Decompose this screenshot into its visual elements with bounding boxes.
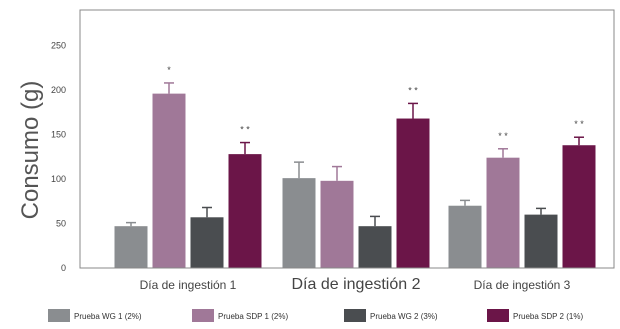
significance-marker: * * <box>408 85 418 95</box>
legend-swatch <box>48 309 70 322</box>
y-tick-label: 0 <box>61 263 66 273</box>
y-tick-label: 100 <box>51 174 66 184</box>
bars-group <box>114 82 596 268</box>
y-axis-ticks: 0 50 100 150 200 250 <box>51 41 66 273</box>
legend-label: Prueba WG 1 (2%) <box>74 312 142 321</box>
significance-marker: * * <box>240 125 250 135</box>
y-tick-label: 250 <box>51 41 66 51</box>
legend: Prueba WG 1 (2%) Prueba SDP 1 (2%) Prueba … <box>48 309 583 322</box>
bar <box>524 214 558 268</box>
y-axis-title: Consumo (g) <box>17 81 44 220</box>
significance-marker: * <box>167 65 171 75</box>
bar <box>114 226 148 268</box>
legend-swatch <box>192 309 214 322</box>
significance-marker: * * <box>574 119 584 129</box>
legend-label: Prueba SDP 1 (2%) <box>218 312 288 321</box>
bar <box>396 118 430 268</box>
legend-label: Prueba SDP 2 (1%) <box>513 312 583 321</box>
bar <box>448 205 482 268</box>
significance-annotations: * * * * * * * * * <box>167 65 584 141</box>
legend-label: Prueba WG 2 (3%) <box>370 312 438 321</box>
x-axis-categories: Día de ingestión 1 Día de ingestión 2 Día … <box>140 276 571 293</box>
y-axis-label: Consumo (g) <box>17 81 44 220</box>
x-category-label: Día de ingestión 3 <box>474 278 571 292</box>
legend-swatch <box>487 309 509 322</box>
plot-frame <box>79 9 615 269</box>
y-tick-label: 200 <box>51 85 66 95</box>
bar <box>358 226 392 268</box>
y-tick-label: 50 <box>56 219 66 229</box>
bar <box>562 145 596 268</box>
significance-marker: * * <box>498 131 508 141</box>
bar <box>320 180 354 268</box>
y-tick-label: 150 <box>51 130 66 140</box>
x-category-label: Día de ingestión 2 <box>292 276 421 293</box>
bar <box>486 157 520 268</box>
x-category-label: Día de ingestión 1 <box>140 278 237 292</box>
bar <box>228 154 262 268</box>
bar <box>190 217 224 268</box>
bar <box>282 178 316 268</box>
bar <box>152 93 186 268</box>
legend-swatch <box>344 309 366 322</box>
